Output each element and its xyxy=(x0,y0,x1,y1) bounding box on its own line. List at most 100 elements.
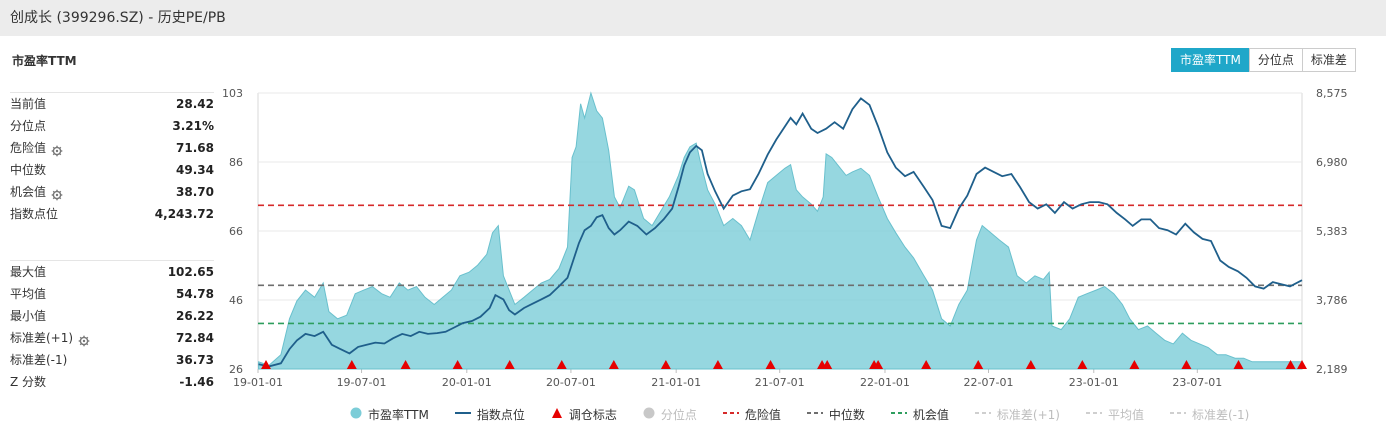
rebalance-marker xyxy=(921,360,932,369)
rebalance-marker xyxy=(822,360,833,369)
stat-label-text: 最小值 xyxy=(10,309,47,323)
stats-current: 当前值 28.42 分位点 3.21% 危险值 71.68 中位数 49.34 机会值 38.70… xyxy=(10,93,214,225)
x-tick-label: 23-01-01 xyxy=(1069,376,1119,389)
x-tick-label: 22-01-01 xyxy=(860,376,910,389)
chart-legend: 市盈率TTM 指数点位 调仓标志 分位点 危险值 中位数 机会值 标准差(+1) 平均值 标准差(… xyxy=(350,406,1275,423)
legend-item[interactable]: 调仓标志 xyxy=(551,406,617,423)
rebalance-marker xyxy=(452,360,463,369)
legend-label: 标准差(-1) xyxy=(1191,408,1250,422)
legend-label: 平均值 xyxy=(1107,408,1144,422)
stat-row: 最小值 26.22 xyxy=(10,305,214,327)
pe-ttm-area xyxy=(258,91,1303,370)
legend-label: 危险值 xyxy=(744,408,781,422)
legend-item[interactable]: 市盈率TTM xyxy=(350,406,429,423)
legend-item[interactable]: 平均值 xyxy=(1085,406,1144,423)
legend-label: 指数点位 xyxy=(476,408,525,422)
rebalance-marker xyxy=(261,360,272,369)
rebalance-marker xyxy=(660,360,671,369)
stats-history: 最大值 102.65 平均值 54.78 最小值 26.22 标准差(+1) 72.84 标准差… xyxy=(10,261,214,393)
rebalance-marker xyxy=(1077,360,1088,369)
stat-label: 标准差(+1) xyxy=(10,327,90,349)
y-tick-left: 86 xyxy=(229,156,243,169)
legend-item[interactable]: 危险值 xyxy=(722,406,781,423)
stats-divider-bottom xyxy=(10,260,214,261)
stat-row: 中位数 49.34 xyxy=(10,159,214,181)
stat-label-text: 机会值 xyxy=(10,185,47,199)
stat-value: 38.70 xyxy=(176,185,214,199)
stat-label: 标准差(-1) xyxy=(10,349,67,371)
stat-row: 危险值 71.68 xyxy=(10,137,214,159)
legend-dash-icon xyxy=(1169,407,1186,422)
stat-label-text: 标准差(-1) xyxy=(10,353,68,367)
metric-tabs: 市盈率TTM 分位点 标准差 xyxy=(1171,48,1356,72)
rebalance-marker xyxy=(1025,360,1036,369)
window-title: 创成长 (399296.SZ) - 历史PE/PB xyxy=(10,10,226,26)
legend-item[interactable]: 中位数 xyxy=(806,406,865,423)
stat-label: 中位数 xyxy=(10,159,46,181)
legend-label: 机会值 xyxy=(912,408,949,422)
x-tick-label: 19-01-01 xyxy=(233,376,283,389)
tab-percentile[interactable]: 分位点 xyxy=(1248,48,1303,72)
y-tick-right: 3,786 xyxy=(1316,294,1348,307)
rebalance-marker xyxy=(1233,360,1244,369)
legend-label: 标准差(+1) xyxy=(996,408,1060,422)
stat-label: 当前值 xyxy=(10,93,46,115)
stat-label: 危险值 xyxy=(10,137,63,159)
legend-label: 中位数 xyxy=(828,408,865,422)
stat-label-text: 当前值 xyxy=(10,97,47,111)
window-titlebar: 创成长 (399296.SZ) - 历史PE/PB xyxy=(0,0,1386,37)
rebalance-marker xyxy=(1297,360,1307,369)
stat-label: 平均值 xyxy=(10,283,46,305)
rebalance-marker xyxy=(504,360,515,369)
legend-item[interactable]: 指数点位 xyxy=(454,406,525,423)
stat-value: 71.68 xyxy=(176,141,214,155)
rebalance-marker xyxy=(1181,360,1192,369)
x-tick-label: 21-07-01 xyxy=(755,376,805,389)
legend-label: 调仓标志 xyxy=(568,408,617,422)
stat-label-text: Z 分数 xyxy=(10,375,47,389)
y-tick-right: 6,980 xyxy=(1316,156,1348,169)
x-tick-label: 19-07-01 xyxy=(337,376,387,389)
y-tick-left: 103 xyxy=(222,87,243,100)
rebalance-marker xyxy=(712,360,723,369)
stat-value: 72.84 xyxy=(176,331,214,345)
y-tick-left: 66 xyxy=(229,225,243,238)
stat-value: 28.42 xyxy=(176,97,214,111)
y-tick-left: 26 xyxy=(229,363,243,376)
gear-icon[interactable] xyxy=(51,142,63,157)
legend-dash-icon xyxy=(722,407,739,422)
tab-std-dev[interactable]: 标准差 xyxy=(1301,48,1356,72)
rebalance-marker xyxy=(556,360,567,369)
gear-icon[interactable] xyxy=(78,332,90,347)
stat-label-text: 指数点位 xyxy=(10,207,59,221)
stat-label-text: 分位点 xyxy=(10,119,47,133)
stat-value: 54.78 xyxy=(176,287,214,301)
legend-item[interactable]: 分位点 xyxy=(643,406,697,423)
legend-dot-icon xyxy=(643,407,655,422)
legend-item[interactable]: 标准差(-1) xyxy=(1169,406,1250,423)
legend-item[interactable]: 机会值 xyxy=(890,406,949,423)
rebalance-marker xyxy=(873,360,884,369)
legend-label: 市盈率TTM xyxy=(368,408,429,422)
stat-value: 102.65 xyxy=(167,265,214,279)
stat-label: 分位点 xyxy=(10,115,46,137)
x-tick-label: 22-07-01 xyxy=(964,376,1014,389)
stats-divider-top xyxy=(10,92,214,93)
y-tick-left: 46 xyxy=(229,294,243,307)
pe-chart: 103 8,575 86 6,980 66 5,383 46 3,786 26 2,189 19-0… xyxy=(222,87,1348,389)
legend-item[interactable]: 标准差(+1) xyxy=(974,406,1060,423)
legend-line-icon xyxy=(454,407,471,422)
x-tick-label: 20-07-01 xyxy=(546,376,596,389)
gear-icon[interactable] xyxy=(51,186,63,201)
stat-row: 当前值 28.42 xyxy=(10,93,214,115)
y-tick-right: 5,383 xyxy=(1316,225,1348,238)
stat-value: 36.73 xyxy=(176,353,214,367)
stat-row: 标准差(+1) 72.84 xyxy=(10,327,214,349)
stat-label: 最大值 xyxy=(10,261,46,283)
rebalance-marker xyxy=(1129,360,1140,369)
stat-row: 机会值 38.70 xyxy=(10,181,214,203)
legend-triangle-icon xyxy=(551,407,563,422)
tab-pe-ttm[interactable]: 市盈率TTM xyxy=(1171,48,1250,72)
index-level-line xyxy=(258,97,1303,368)
rebalance-marker xyxy=(973,360,984,369)
